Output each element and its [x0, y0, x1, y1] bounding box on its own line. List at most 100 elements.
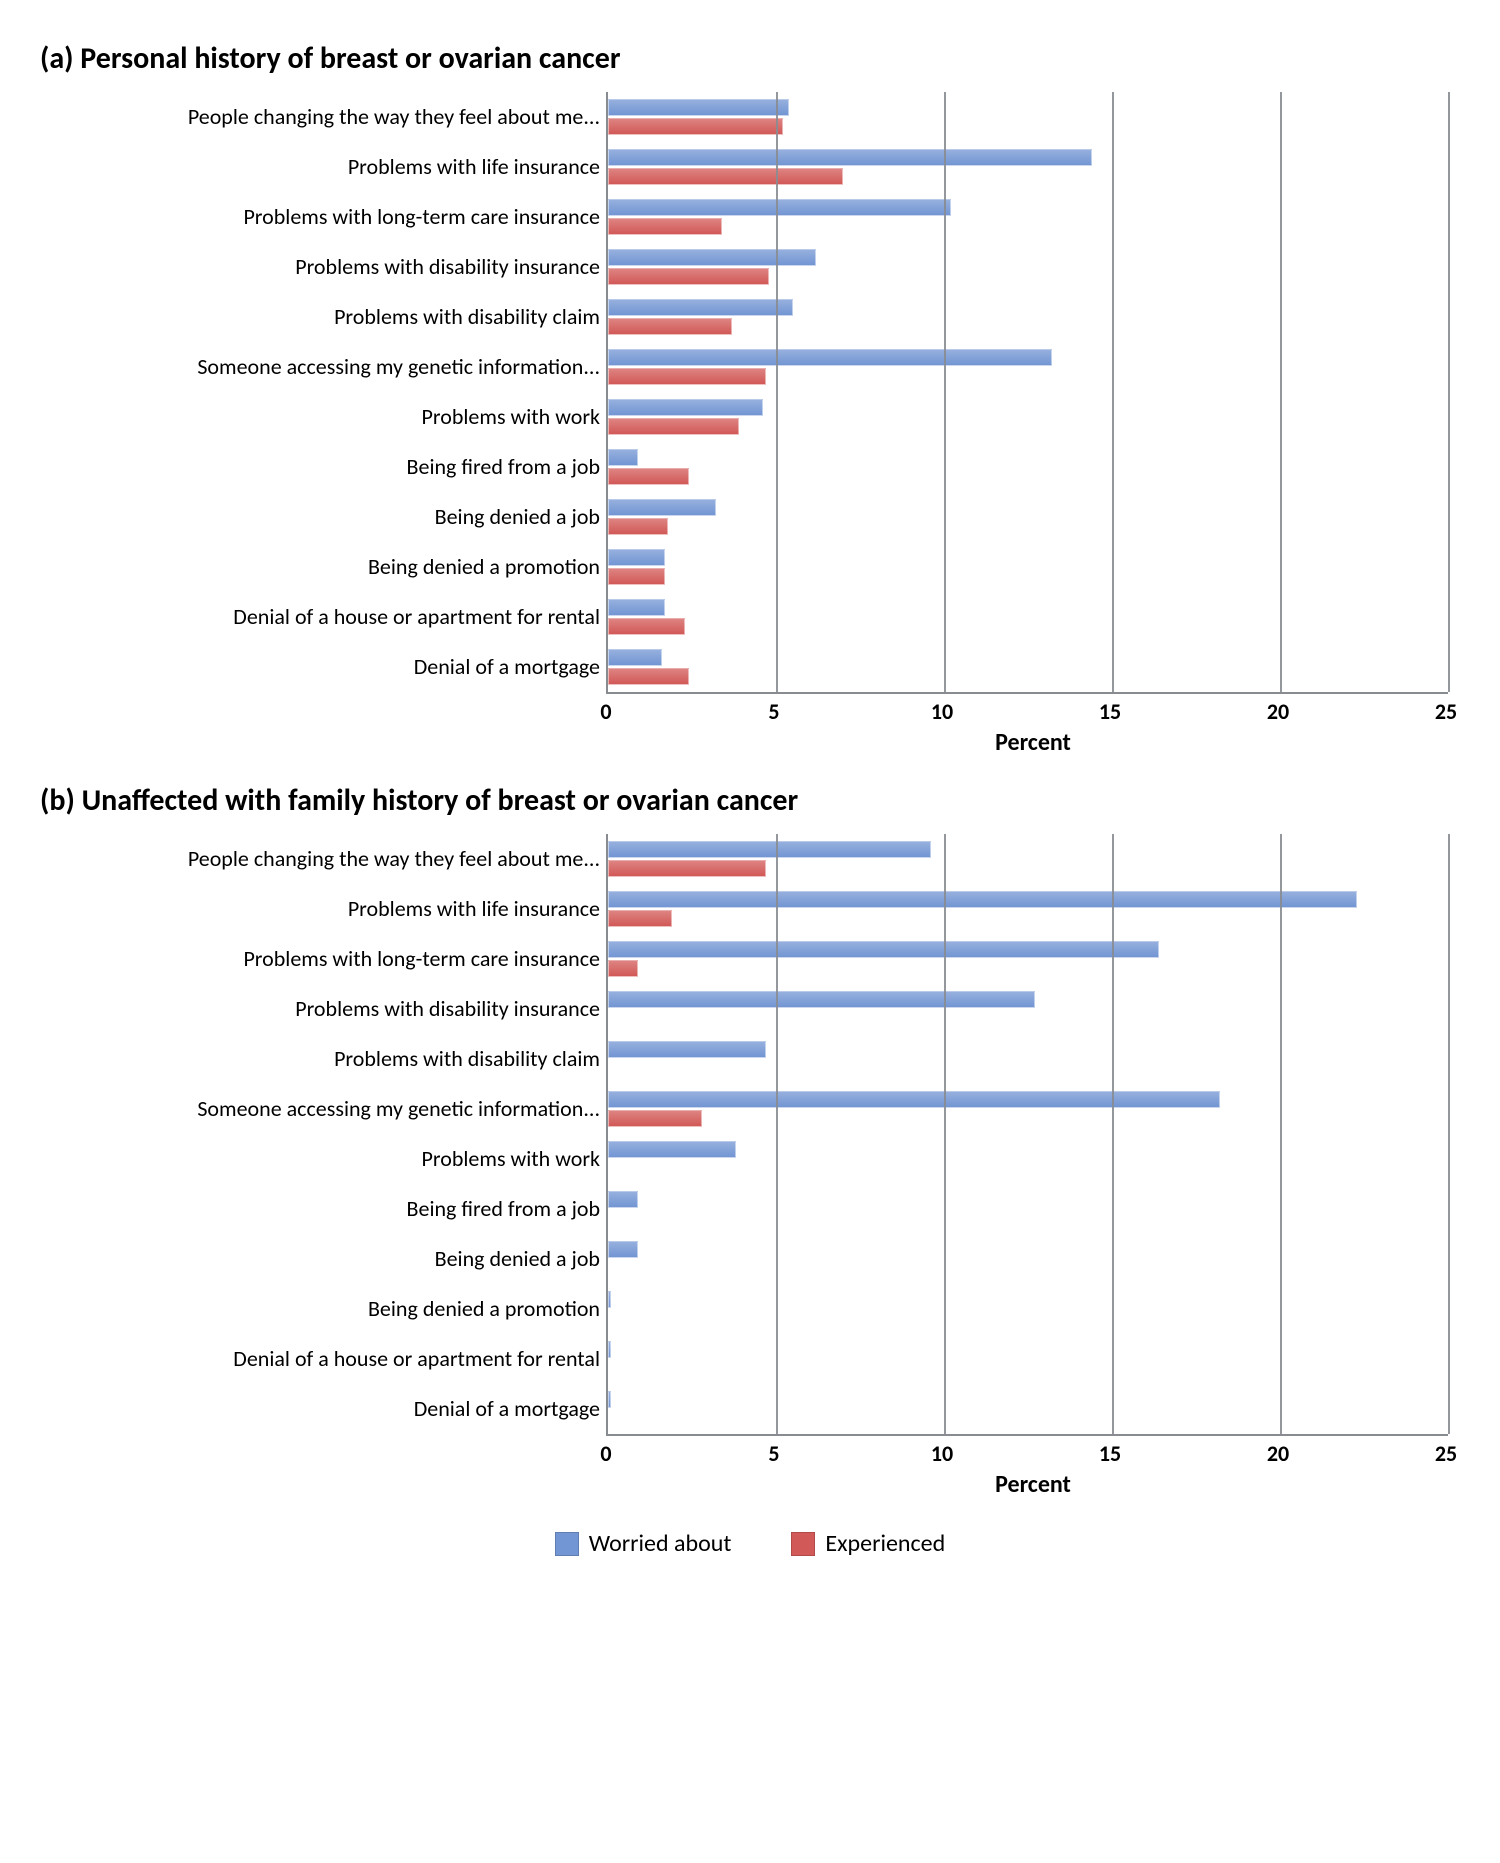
bar-experienced: [608, 1310, 610, 1327]
bar-group: [608, 92, 1448, 142]
y-category-label: Denial of a house or apartment for renta…: [40, 1347, 600, 1371]
bar-experienced: [608, 860, 766, 877]
bar-group: [608, 1234, 1448, 1284]
y-category-label: Being fired from a job: [40, 455, 600, 479]
panel-a-chart: People changing the way they feel about …: [40, 92, 1460, 757]
bar-group: [608, 1184, 1448, 1234]
bar-experienced: [608, 318, 732, 335]
y-category-label: Denial of a mortgage: [40, 1397, 600, 1421]
bar-worried: [608, 891, 1357, 908]
bar-group: [608, 442, 1448, 492]
gridline: [1112, 834, 1114, 1434]
y-category-label: Being denied a job: [40, 505, 600, 529]
x-tick-label: 25: [1435, 1440, 1457, 1467]
bar-group: [608, 1084, 1448, 1134]
figure-container: (a) Personal history of breast or ovaria…: [0, 0, 1500, 1588]
bar-group: [608, 542, 1448, 592]
gridline: [944, 92, 946, 692]
bar-experienced: [608, 618, 685, 635]
bar-experienced: [608, 1260, 610, 1277]
bar-experienced: [608, 1060, 610, 1077]
x-tick-label: 10: [931, 1440, 953, 1467]
bar-group: [608, 242, 1448, 292]
bar-worried: [608, 1241, 638, 1258]
gridline: [1112, 92, 1114, 692]
legend-item-worried: Worried about: [555, 1529, 732, 1558]
x-tick-label: 20: [1267, 698, 1289, 725]
gridline: [1448, 92, 1450, 692]
panel-b-chart: People changing the way they feel about …: [40, 834, 1460, 1499]
bar-experienced: [608, 218, 722, 235]
bar-worried: [608, 149, 1092, 166]
legend-label-experienced: Experienced: [825, 1529, 945, 1558]
gridline: [1448, 834, 1450, 1434]
bar-worried: [608, 249, 816, 266]
bar-group: [608, 984, 1448, 1034]
bar-worried: [608, 1191, 638, 1208]
bar-worried: [608, 1091, 1220, 1108]
bar-group: [608, 1034, 1448, 1084]
y-category-label: People changing the way they feel about …: [40, 847, 600, 871]
y-category-label: Denial of a house or apartment for renta…: [40, 605, 600, 629]
x-tick-label: 5: [768, 698, 779, 725]
bar-worried: [608, 1391, 611, 1408]
bar-group: [608, 342, 1448, 392]
y-category-label: Someone accessing my genetic information…: [40, 355, 600, 379]
bar-experienced: [608, 1410, 610, 1427]
x-tick-label: 15: [1099, 1440, 1121, 1467]
bar-group: [608, 884, 1448, 934]
y-category-label: Someone accessing my genetic information…: [40, 1097, 600, 1121]
x-tick-label: 20: [1267, 1440, 1289, 1467]
bar-group: [608, 1384, 1448, 1434]
y-category-label: Problems with disability insurance: [40, 997, 600, 1021]
bar-experienced: [608, 118, 783, 135]
bar-experienced: [608, 168, 843, 185]
y-category-label: Problems with work: [40, 405, 600, 429]
y-category-label: Denial of a mortgage: [40, 655, 600, 679]
bar-worried: [608, 1041, 766, 1058]
x-tick-label: 15: [1099, 698, 1121, 725]
bar-group: [608, 592, 1448, 642]
bar-experienced: [608, 1110, 702, 1127]
y-category-label: Problems with long-term care insurance: [40, 205, 600, 229]
bar-group: [608, 642, 1448, 692]
panel-a-y-labels: People changing the way they feel about …: [40, 92, 606, 692]
bar-group: [608, 492, 1448, 542]
bar-experienced: [608, 418, 739, 435]
bar-experienced: [608, 1010, 610, 1027]
bar-group: [608, 142, 1448, 192]
legend: Worried about Experienced: [40, 1529, 1460, 1558]
y-category-label: Being denied a promotion: [40, 1297, 600, 1321]
bar-worried: [608, 349, 1052, 366]
legend-swatch-experienced: [791, 1532, 815, 1556]
gridline: [776, 92, 778, 692]
y-category-label: Problems with disability claim: [40, 1047, 600, 1071]
bar-worried: [608, 399, 763, 416]
panel-b-bars: [608, 834, 1448, 1434]
bar-worried: [608, 449, 638, 466]
bar-experienced: [608, 960, 638, 977]
legend-label-worried: Worried about: [589, 1529, 732, 1558]
panel-a-bars: [608, 92, 1448, 692]
bar-worried: [608, 841, 931, 858]
bar-experienced: [608, 910, 672, 927]
bar-group: [608, 192, 1448, 242]
bar-worried: [608, 649, 662, 666]
bar-experienced: [608, 1360, 610, 1377]
y-category-label: Problems with work: [40, 1147, 600, 1171]
bar-worried: [608, 991, 1035, 1008]
bar-experienced: [608, 1210, 610, 1227]
bar-group: [608, 934, 1448, 984]
bar-worried: [608, 941, 1159, 958]
x-tick-label: 0: [600, 698, 611, 725]
bar-worried: [608, 299, 793, 316]
gridline: [944, 834, 946, 1434]
panel-b-x-ticks: 0510152025: [606, 1436, 1446, 1466]
bar-group: [608, 1134, 1448, 1184]
gridline: [1280, 834, 1282, 1434]
bar-experienced: [608, 518, 668, 535]
x-tick-label: 10: [931, 698, 953, 725]
y-category-label: Problems with life insurance: [40, 155, 600, 179]
panel-a-title: (a) Personal history of breast or ovaria…: [40, 40, 1460, 77]
y-category-label: Being fired from a job: [40, 1197, 600, 1221]
